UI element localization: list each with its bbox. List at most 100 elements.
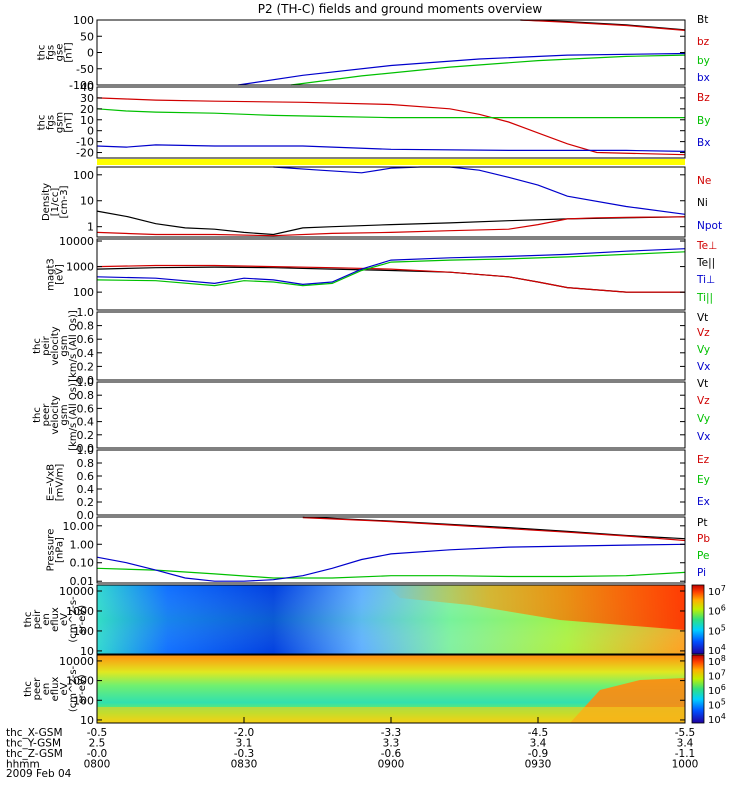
colorbar-tick-label: 107: [708, 584, 726, 598]
y-axis-label: en: [41, 613, 52, 626]
legend-pressure-Pt: Pt: [697, 517, 707, 529]
y-tick-label: 100: [73, 169, 94, 182]
legend-fgs_gsm-Bz: Bz: [697, 92, 710, 104]
series-line-temperature-blue: [96, 248, 686, 286]
x-axis-value: 0900: [378, 759, 405, 771]
y-axis-label: thc: [37, 45, 48, 61]
legend-temperature-Ti: Ti⊥: [696, 274, 715, 286]
x-axis-value: -1.1: [675, 748, 696, 760]
x-axis-row-label: hhmm: [6, 759, 40, 771]
y-tick-label: 10: [80, 714, 94, 727]
y-tick-label: 0: [87, 125, 94, 138]
y-tick-label: 0.2: [77, 360, 95, 373]
y-axis-label: (cm^2-s-: [68, 665, 79, 712]
series-line-temperature-black: [96, 266, 685, 293]
y-axis-label: thc: [32, 338, 43, 354]
y-axis-label: [mV/m]: [55, 464, 66, 502]
y-tick-label: 10: [80, 195, 94, 208]
y-tick-label: 0.4: [77, 416, 95, 429]
y-tick-label: 0: [87, 47, 94, 60]
panel-frame: [96, 449, 686, 516]
panel-frame: [96, 311, 686, 381]
ion-colorbar: [691, 584, 705, 655]
y-axis-label: eflux: [50, 677, 61, 702]
y-axis-label: thc: [32, 407, 43, 423]
y-tick-label: 10: [80, 114, 94, 127]
x-axis-value: 3.4: [677, 738, 694, 750]
y-tick-label: -100: [69, 79, 94, 92]
y-axis-label: [eV]: [55, 264, 66, 285]
x-axis-value: 0930: [525, 759, 552, 771]
y-axis-label: sr-eV): [77, 605, 88, 634]
y-tick-label: 40: [80, 81, 94, 94]
y-tick-label: 1.0: [77, 306, 95, 319]
legend-density-Npot: Npot: [697, 220, 722, 232]
panel-temperature: 10000 1000 100 magt3[eV] Te⊥ Te|| Ti⊥ Ti||: [46, 235, 717, 311]
legend-peir_velocity-Vy: Vy: [697, 344, 710, 356]
y-tick-label: 100: [73, 694, 94, 707]
y-tick-label: 1000: [66, 605, 94, 618]
panel-density: 100 10 1 Density[1/cc][cm-3] Ne Ni Npot: [41, 166, 722, 238]
x-axis-value: 3.1: [236, 738, 253, 750]
y-axis-label: Density: [41, 183, 52, 221]
x-axis-value: -3.3: [381, 727, 402, 739]
y-axis-label: [1/cc]: [50, 188, 61, 217]
x-axis-value: -4.5: [528, 727, 549, 739]
plot-title: P2 (TH-C) fields and ground moments over…: [258, 2, 543, 16]
series-line-fgs_gse-blue: [238, 52, 686, 86]
series-line-density-red: [96, 216, 686, 237]
colorbar-tick-label: 106: [708, 683, 726, 697]
x-axis-value: -0.9: [528, 748, 549, 760]
legend-peer_velocity-Vz: Vz: [697, 395, 710, 407]
legend-efield-Ez: Ez: [697, 454, 710, 466]
y-tick-label: 100: [73, 286, 94, 299]
series-line-temperature-red: [96, 264, 685, 293]
legend-fgs_gse-bz: bz: [697, 36, 710, 48]
x-axis-row-label: thc_Z-GSM: [6, 748, 63, 760]
legend-density-Ne: Ne: [697, 175, 711, 187]
legend-peer_velocity-Vy: Vy: [697, 413, 710, 425]
y-axis-label: [nPa]: [55, 537, 66, 563]
colorbar-tick-label: 105: [708, 698, 726, 712]
y-tick-label: 0.2: [77, 496, 95, 509]
y-tick-label: 0.8: [77, 320, 95, 333]
y-axis-label: magt3: [46, 258, 57, 291]
x-axis-row-label: thc_X-GSM: [6, 727, 63, 739]
y-tick-label: 10000: [59, 235, 94, 248]
series-line-pressure-green: [96, 567, 686, 579]
legend-peir_velocity-Vx: Vx: [697, 361, 710, 373]
y-axis-label: [km/s (All Qs)]: [68, 379, 79, 451]
panel-frame: [96, 381, 686, 449]
series-line-density-black: [96, 210, 686, 236]
panel-frame: [96, 19, 686, 86]
y-tick-label: 0.6: [77, 333, 95, 346]
legend-temperature-Ti: Ti||: [696, 292, 713, 304]
y-axis-label: en: [41, 683, 52, 696]
y-tick-label: 0.6: [77, 402, 95, 415]
y-tick-label: 0.4: [77, 347, 95, 360]
colorbar-tick-label: 104: [708, 643, 726, 657]
y-tick-label: 10.00: [63, 520, 95, 533]
x-axis-value: 3.3: [383, 738, 400, 750]
y-tick-label: 100: [73, 14, 94, 27]
y-tick-label: 1: [87, 221, 94, 234]
series-line-fgs_gse-red: [520, 19, 686, 31]
y-tick-label: 0.4: [77, 483, 95, 496]
y-tick-label: 0.8: [77, 457, 95, 470]
y-axis-label: [km/s (All Qs)]: [68, 310, 79, 382]
panel-frame: [96, 166, 686, 238]
y-axis-label: velocity: [50, 395, 61, 434]
y-axis-label: gse: [55, 44, 66, 62]
series-line-pressure-red: [302, 517, 686, 542]
y-tick-label: 0.01: [70, 575, 95, 588]
legend-fgs_gse-Bt: Bt: [697, 14, 708, 26]
series-line-fgs_gse-green: [290, 54, 686, 86]
y-axis-label: Pressure: [46, 529, 57, 572]
x-axis-value: 1000: [672, 759, 699, 771]
y-tick-label: 1000: [66, 261, 94, 274]
y-axis-label: gsm: [59, 404, 70, 425]
legend-fgs_gsm-By: By: [697, 115, 710, 127]
y-axis-label: peir: [41, 335, 52, 355]
